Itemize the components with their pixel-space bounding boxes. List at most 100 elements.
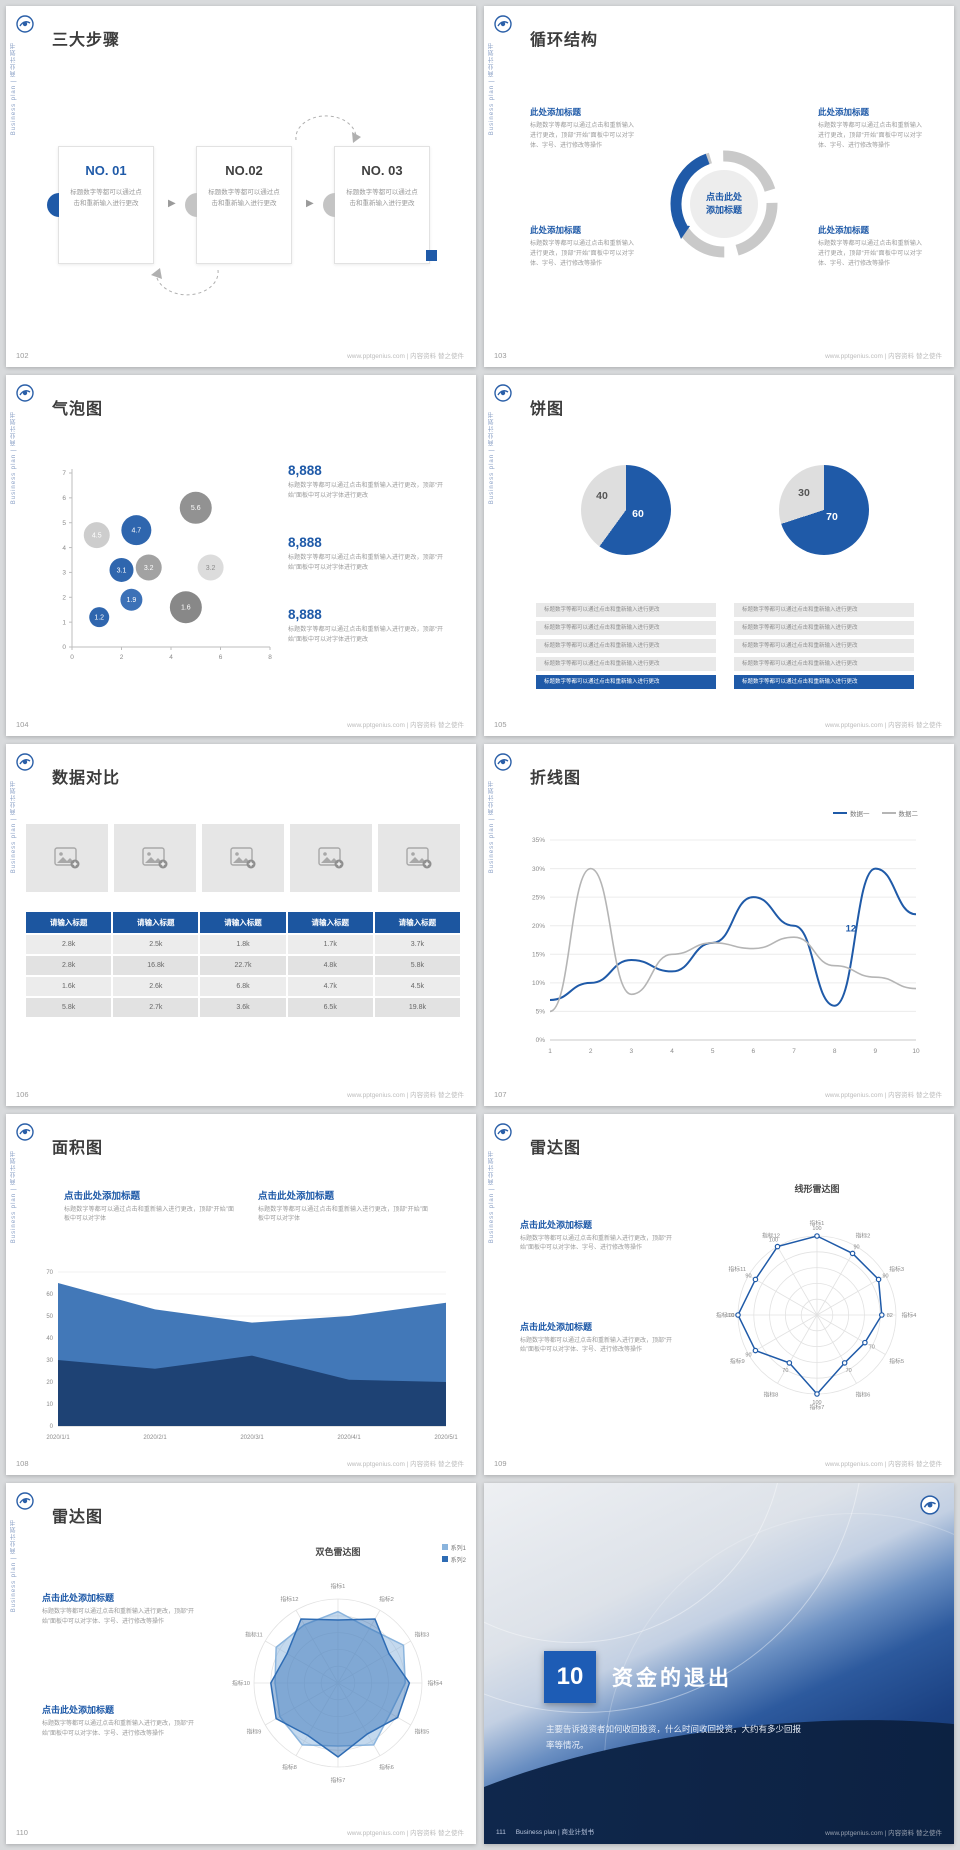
step-number: NO. 03 (361, 163, 403, 178)
slide-footer: www.pptgenius.com | 内容资料 替之使件 (347, 1830, 464, 1837)
pie-legend-row: 标题数字等都可以通过点击和重新输入进行更改 (536, 603, 716, 618)
chart-text: 7 (62, 470, 66, 477)
slide-109[interactable]: Business plan | 商业计划书 雷达图 点击此处添加标题 标题数字等… (484, 1113, 954, 1475)
step-number: NO. 01 (85, 163, 127, 178)
block-heading: 点击此处添加标题 (42, 1592, 115, 1603)
table-cell: 3.6k (198, 998, 285, 1018)
slide-105[interactable]: Business plan | 商业计划书 饼图 60 40 70 30 标题数字等… (484, 375, 954, 737)
dashed-flow-arrows (151, 115, 361, 296)
step-text: 标题数字等都可以通过点击和重新输入进行更改 (208, 189, 280, 208)
radar-text-block: 点击此处添加标题 标题数字等都可以通过点击和重新输入进行更改，顶部“开始”面板中… (42, 1591, 194, 1628)
slide-meta: 111 Business plan | 商业计划书 (496, 1826, 602, 1836)
pie-legend-row: 标题数字等都可以通过点击和重新输入进行更改 (536, 675, 716, 690)
chart-text: 指标1 (810, 1219, 825, 1227)
table-cell: 2.6k (111, 977, 198, 997)
bubble-point (197, 554, 224, 581)
table-cell: 2.7k (111, 998, 198, 1018)
block-body: 标题数字等都可以通过点击和重新输入进行更改，顶部“开始”面板中可以对字体、字号、… (42, 1720, 194, 1737)
brand-logo-icon (494, 15, 512, 38)
radar-chart: 指标1 指标2 指标3 指标4 指标5 指标6 指标7 指标8 指标9 指标10 指标11 指标12 (232, 1582, 443, 1784)
table-cell: 19.8k (372, 998, 460, 1018)
page-number: 109 (494, 1458, 507, 1468)
table-cell: 5.8k (61, 1004, 76, 1012)
chart-text: 5 (711, 1048, 715, 1055)
brand-vertical-text: Business plan | 商业计划书 (11, 1149, 17, 1243)
chart-text: 100 (812, 1226, 821, 1232)
bubble-point (169, 591, 202, 624)
chart-text: 4 (62, 545, 66, 552)
chart-text: 1 (62, 620, 66, 627)
block-body: 标题数字等都可以通过点击和重新输入进行更改，顶部“开始”面板中可以对字体、字号、… (530, 123, 634, 149)
legend-swatch (833, 812, 847, 815)
slide-103[interactable]: Business plan | 商业计划书 循环结构 此处添加标题 标题数字等都… (484, 6, 954, 368)
brand-logo-icon (920, 1495, 940, 1520)
slide-102[interactable]: Business plan | 商业计划书 三大步骤 NO. 01 标题数字等都… (6, 6, 476, 368)
table-row: 5.8k 2.7k 3.6k 6.5k 19.8k (26, 998, 460, 1018)
bubble-chart: 0 1 2 3 4 5 6 7 0 2 4 6 8 4.5 4.7 5.6 3.1 3.2 3.2 1.9 1.2 1.6 (62, 469, 272, 661)
page-number: 108 (16, 1458, 29, 1468)
image-placeholder (114, 824, 196, 893)
line-shape (816, 1314, 886, 1355)
pie-value-label: 30 (798, 487, 810, 500)
table-cell: 4.7k (285, 977, 373, 997)
pie-legend-right: 标题数字等都可以通过点击和重新输入进行更改 标题数字等都可以通过点击和重新输入进行… (734, 603, 914, 693)
bubble-point (135, 554, 162, 581)
image-placeholder (378, 824, 460, 893)
slide-footer: www.pptgenius.com | 内容资料 替之使件 (347, 722, 464, 730)
slide-110[interactable]: Business plan | 商业计划书 雷达图 点击此处添加标题 标题数字等… (6, 1482, 476, 1844)
step-text: 标题数字等都可以通过点击和重新输入进行更改 (346, 189, 418, 208)
table-cell: 4.8k (285, 956, 373, 976)
stat-block: 8,888 标题数字等都可以通过点击和重新输入进行更改，顶部“开始”面板中可以对… (288, 535, 443, 574)
slide-107[interactable]: Business plan | 商业计划书 折线图 数据一 数据二 0% 5% 10%… (484, 744, 954, 1106)
stat-block: 8,888 标题数字等都可以通过点击和重新输入进行更改，顶部“开始”面板中可以对… (288, 607, 443, 646)
chart-text: 1 (548, 1048, 552, 1055)
chart-text: 3.2 (144, 565, 154, 572)
block-body: 标题数字等都可以通过点击和重新输入进行更改，顶部“开始”面板中可以对字体 (64, 1206, 234, 1223)
radar-chart: 指标1指标2指标3指标4指标5指标6指标7指标8指标9指标10指标11指标121… (716, 1219, 917, 1411)
table-header-cell: 请输入标题 (287, 912, 373, 934)
slide-111[interactable]: 10 资金的退出 主要告诉投资者如何收回投资，什么时间收回投资，大约有多少回报率… (484, 1482, 954, 1844)
table-header-cell: 请输入标题 (374, 912, 461, 934)
block-body: 标题数字等都可以通过点击和重新输入进行更改，顶部“开始”面板中可以对字体、字号、… (42, 1608, 194, 1625)
page-number: 105 (494, 720, 507, 730)
block-body: 标题数字等都可以通过点击和重新输入进行更改，顶部“开始”面板中可以对字体、字号、… (520, 1235, 672, 1252)
chart-text: 指标7 (810, 1403, 825, 1411)
chart-text: 70 (846, 1367, 852, 1373)
chart-text: 1.9 (127, 597, 137, 604)
chart-text: 1.6 (181, 605, 191, 612)
table-cell: 1.6k (61, 983, 76, 991)
page-number: 110 (16, 1828, 28, 1837)
chart-text: 35% (532, 838, 545, 845)
image-icon (406, 847, 432, 869)
block-body: 标题数字等都可以通过点击和重新输入进行更改，顶部“开始”面板中可以对字体、字号、… (520, 1337, 672, 1354)
slide-104[interactable]: Business plan | 商业计划书 气泡图 0 1 2 3 4 5 6 7 0 2 4 6 8 4… (6, 375, 476, 737)
slide-title: 循环结构 (530, 32, 599, 49)
chart-text: 100 (812, 1400, 821, 1406)
radar-marker (735, 1311, 741, 1318)
area-series (58, 1355, 446, 1426)
table-header-row: 请输入标题 请输入标题 请输入标题 请输入标题 请输入标题 (26, 912, 461, 934)
step-bump-icon (323, 193, 335, 217)
pie-chart-right: 70 30 (779, 465, 869, 556)
stat-value: 8,888 (288, 607, 322, 623)
chart-text: 10 (912, 1048, 920, 1055)
slide-106[interactable]: Business plan | 商业计划书 数据对比 请输入标题 请输入标题 请输入… (6, 744, 476, 1106)
cycle-diagram: 点击此处 添加标题 (670, 150, 778, 258)
chart-text: 4.5 (92, 533, 102, 540)
stat-value: 8,888 (288, 535, 322, 551)
image-placeholder (26, 824, 108, 893)
line-shape (777, 1245, 818, 1315)
page-number: 102 (16, 351, 29, 361)
table-header-cell: 请输入标题 (26, 912, 112, 934)
radar-marker (878, 1311, 885, 1318)
chart-text: 7 (792, 1048, 796, 1055)
slide-108[interactable]: Business plan | 商业计划书 面积图 点击此处添加标题 标题数字等… (6, 1113, 476, 1475)
table-cell: 16.8k (111, 956, 198, 976)
chart-text: 2 (589, 1048, 593, 1055)
chart-text: 2020/2/1 (143, 1435, 167, 1441)
chart-text: 6 (219, 654, 223, 661)
block-heading: 此处添加标题 (818, 107, 870, 117)
stat-text: 标题数字等都可以通过点击和重新输入进行更改，顶部“开始”面板中可以对字体进行更改 (288, 627, 443, 644)
radar-marker (814, 1232, 820, 1239)
block-heading: 此处添加标题 (530, 225, 582, 235)
